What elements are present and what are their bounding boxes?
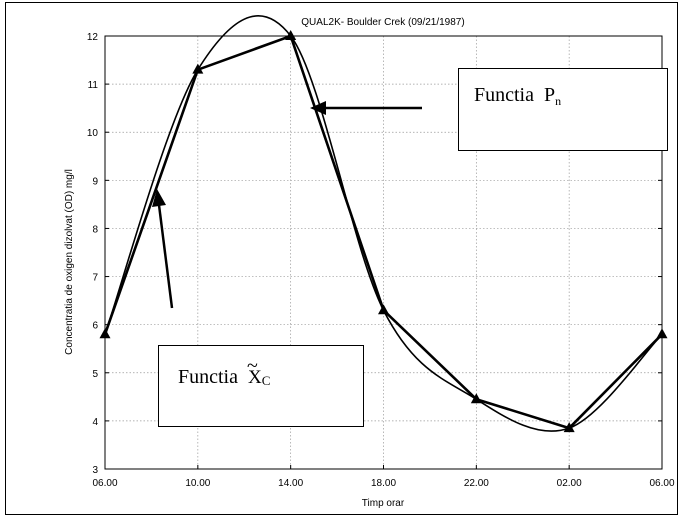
triangle-marker-icon (470, 393, 482, 404)
y-tick-label: 12 (87, 32, 99, 43)
legend-label-functia-pn: Functia Pn (474, 84, 562, 108)
x-tick-label: 18.00 (371, 478, 396, 489)
y-axis-label: Concentratia de oxigen dizolvat (OD) mg/… (64, 169, 75, 355)
x-ticks: 06.00 10.00 14.00 18.00 22.00 02.00 06.00 (92, 465, 675, 489)
x-axis-label: Timp orar (362, 498, 405, 509)
y-tick-label: 6 (92, 321, 98, 332)
legend-box-functia-pn (458, 68, 668, 151)
arrow-icon (310, 101, 422, 115)
triangle-marker-icon (378, 304, 389, 315)
y-tick-label: 8 (92, 224, 98, 235)
legend-box-functia-xc (158, 345, 364, 427)
triangle-marker-icon (99, 328, 111, 339)
triangle-marker-icon (656, 328, 668, 339)
legend-label-functia-xc: Functia ~ XC (178, 355, 271, 388)
chart-title: QUAL2K- Boulder Crek (09/21/1987) (301, 17, 464, 28)
y-tick-label: 4 (92, 417, 98, 428)
arrow-icon (152, 189, 174, 309)
x-tick-label: 22.00 (464, 478, 489, 489)
y-tick-label: 10 (87, 128, 99, 139)
triangle-marker-icon (563, 422, 575, 433)
x-tick-label: 14.00 (278, 478, 303, 489)
y-tick-label: 5 (92, 369, 98, 380)
triangle-marker-icon (192, 63, 204, 74)
x-tick-label: 02.00 (557, 478, 582, 489)
triangle-marker-icon (285, 30, 297, 40)
y-tick-label: 11 (88, 80, 99, 91)
y-tick-label: 9 (92, 176, 98, 187)
y-tick-label: 7 (92, 273, 98, 284)
series-markers (99, 30, 668, 433)
y-tick-label: 3 (92, 465, 98, 476)
x-tick-label: 06.00 (649, 478, 674, 489)
x-tick-label: 10.00 (185, 478, 210, 489)
figure-frame (5, 2, 678, 515)
x-tick-label: 06.00 (92, 478, 117, 489)
